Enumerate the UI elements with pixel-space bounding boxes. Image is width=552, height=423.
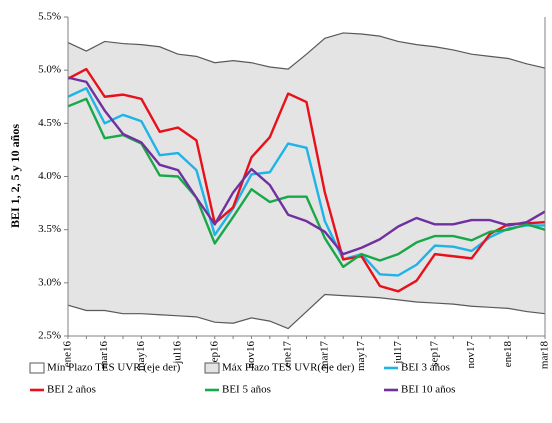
legend-label: BEI 3 años (401, 362, 450, 374)
y-tick-label: 3.5% (38, 223, 61, 235)
range-area (68, 294, 545, 336)
legend-label: Máx Plazo TES UVR(eje der) (222, 362, 355, 374)
series-line (67, 76, 546, 256)
x-tick-label: mar16 (98, 341, 110, 370)
x-tick-label: jul16 (172, 341, 184, 365)
y-tick-label: 5.5% (38, 11, 61, 23)
range-edge (67, 32, 546, 70)
legend-swatch (204, 362, 220, 374)
range-area (68, 32, 545, 336)
legend-label: BEI 10 años (401, 384, 455, 396)
y-tick-label: 3.0% (38, 276, 61, 288)
x-tick-label: mar18 (539, 341, 551, 370)
series-line (67, 87, 545, 277)
y-tick-label: 4.0% (38, 170, 61, 182)
x-tick-label: sep17 (428, 341, 440, 367)
legend-label: BEI 5 años (222, 384, 271, 396)
y-tick-label: 5.0% (38, 64, 61, 76)
x-tick-label: may16 (135, 341, 147, 371)
x-tick-label: sep16 (208, 341, 220, 367)
x-tick-label: nov16 (245, 341, 257, 369)
series-line (67, 67, 546, 293)
x-tick-label: ene17 (282, 341, 294, 368)
x-tick-label: may17 (355, 341, 367, 371)
y-tick-label: 2.5% (38, 330, 61, 342)
x-tick-label: ene16 (62, 341, 74, 368)
legend-swatch (29, 362, 45, 374)
range-edge (67, 293, 546, 330)
x-tick-label: nov17 (465, 341, 477, 369)
series-line (67, 97, 546, 269)
y-axis-label: BEI 1, 2, 5 y 10 años (8, 124, 22, 228)
legend-label: Mín Plazo TES UVR (eje der) (47, 362, 181, 374)
legend-label: BEI 2 años (47, 384, 96, 396)
x-tick-label: ene18 (502, 341, 514, 368)
y-tick-label: 4.5% (38, 117, 61, 129)
x-tick-label: mar17 (318, 341, 330, 370)
x-tick-label: jul17 (392, 341, 404, 365)
